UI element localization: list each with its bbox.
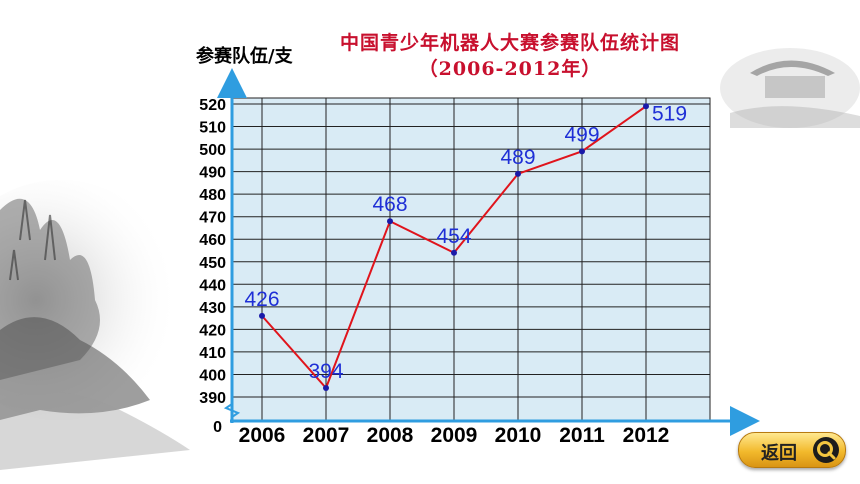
data-point — [259, 312, 265, 319]
data-point — [515, 170, 521, 177]
x-tick-label: 2010 — [495, 424, 542, 447]
chart-title-line1: 中国青少年机器人大赛参赛队伍统计图 — [339, 32, 680, 54]
y-tick-label: 460 — [199, 232, 226, 249]
y-tick-label: 450 — [199, 255, 226, 272]
x-tick-label: 2006 — [239, 424, 286, 447]
y-tick-label: 440 — [199, 277, 226, 294]
y-tick-label: 390 — [199, 390, 226, 407]
data-label: 426 — [244, 288, 279, 311]
data-label: 499 — [564, 123, 599, 146]
x-tick-label: 2008 — [367, 424, 414, 447]
x-tick-label: 2007 — [303, 424, 350, 447]
y-tick-label: 520 — [199, 97, 226, 114]
x-tick-label: 2009 — [431, 424, 478, 447]
magnifier-icon — [813, 437, 839, 463]
y-tick-label: 490 — [199, 165, 226, 182]
data-label: 489 — [500, 146, 535, 169]
y-tick-label: 470 — [199, 210, 226, 227]
back-button[interactable]: 返回 — [738, 432, 846, 468]
data-label: 394 — [308, 360, 343, 383]
data-label: 519 — [652, 102, 687, 125]
axis-break-mark — [223, 403, 241, 418]
y-tick-label: 480 — [199, 187, 226, 204]
y-tick-label: 400 — [199, 367, 226, 384]
plot-area — [231, 97, 711, 422]
y-tick-label: 410 — [199, 345, 226, 362]
data-point — [579, 148, 585, 155]
x-tick-label: 2011 — [559, 424, 605, 447]
data-point — [387, 218, 393, 225]
chart-title-line2: （2006-2012年） — [418, 58, 602, 80]
data-point — [323, 384, 329, 391]
y-axis-label: 参赛队伍/支 — [196, 46, 293, 67]
data-label: 468 — [372, 193, 407, 216]
y-tick-label: 510 — [199, 120, 226, 137]
data-point — [451, 249, 457, 256]
y-origin-label: 0 — [213, 419, 222, 436]
data-label: 454 — [436, 225, 471, 248]
back-button-label: 返回 — [761, 443, 797, 464]
data-point — [643, 103, 649, 110]
y-tick-label: 420 — [199, 322, 226, 339]
y-tick-label: 430 — [199, 300, 226, 317]
y-tick-label: 500 — [199, 142, 226, 159]
x-tick-label: 2012 — [623, 424, 670, 447]
